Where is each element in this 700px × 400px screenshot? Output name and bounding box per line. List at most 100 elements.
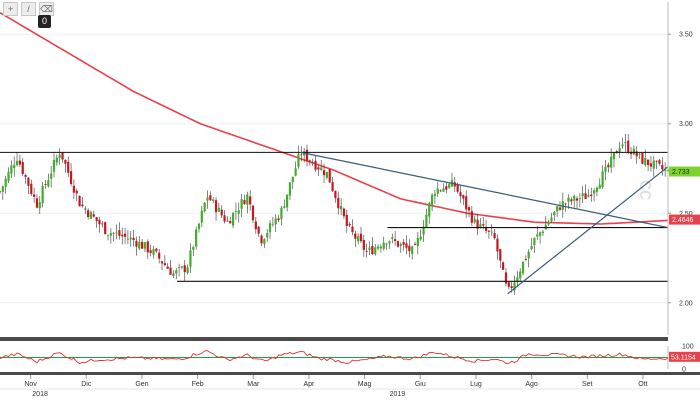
- candle-down: [331, 182, 334, 191]
- candle-up: [411, 246, 414, 254]
- candle-down: [220, 209, 223, 216]
- month-label: Feb: [192, 381, 204, 388]
- candle-down: [496, 238, 499, 252]
- candle-up: [47, 180, 50, 187]
- candle-down: [260, 235, 263, 244]
- candle-up: [192, 247, 195, 250]
- month-label: Ago: [525, 381, 538, 388]
- candle-down: [408, 245, 411, 252]
- candle-up: [311, 163, 314, 165]
- candle-up: [595, 187, 599, 192]
- candle-down: [661, 164, 664, 170]
- candle-down: [229, 220, 232, 224]
- candle-up: [15, 160, 19, 166]
- crosshair-icon[interactable]: +: [3, 2, 18, 16]
- candle-down: [439, 190, 442, 192]
- candle-down: [132, 237, 135, 241]
- candle-down: [75, 190, 78, 194]
- candle-down: [342, 208, 346, 217]
- candle-down: [396, 241, 400, 247]
- oscillator-value-tag-text: 53.1154: [671, 354, 696, 361]
- candle-up: [490, 231, 493, 233]
- last-price-tag: 2.733: [669, 166, 700, 177]
- candle-up: [274, 218, 277, 225]
- candle-up: [664, 169, 667, 171]
- candle-down: [354, 233, 357, 239]
- candle-down: [365, 250, 368, 252]
- candle-up: [644, 157, 647, 166]
- candle-up: [533, 237, 536, 246]
- candle-up: [612, 152, 616, 160]
- candle-down: [277, 218, 280, 221]
- candle-up: [1, 186, 4, 192]
- candle-down: [470, 211, 473, 223]
- candle-up: [197, 223, 201, 230]
- candle-down: [33, 194, 36, 197]
- oscillator-value-tag: 53.1154: [669, 351, 700, 362]
- drawing-count-badge: 0: [38, 15, 51, 28]
- candle-down: [305, 149, 309, 162]
- candle-up: [237, 210, 240, 214]
- candle-down: [166, 266, 169, 269]
- eraser-icon[interactable]: ⌫: [39, 2, 54, 16]
- candle-up: [283, 206, 286, 208]
- pencil-icon[interactable]: /: [21, 2, 36, 16]
- candle-down: [123, 233, 127, 237]
- candle-down: [359, 233, 363, 242]
- candle-up: [567, 197, 570, 202]
- candle-down: [328, 169, 331, 183]
- candle-up: [473, 218, 476, 223]
- oscillator-tick-label: 100: [682, 344, 694, 351]
- candle-down: [584, 193, 587, 200]
- candle-down: [98, 219, 101, 225]
- candle-up: [109, 233, 112, 236]
- month-label: Mag: [358, 381, 372, 388]
- candle-down: [158, 252, 161, 259]
- oscillator-tick-label: 0: [682, 367, 686, 374]
- candle-down: [493, 233, 496, 239]
- candle-down: [445, 186, 448, 190]
- candle-up: [382, 242, 385, 249]
- candle-up: [189, 250, 192, 267]
- candle-up: [516, 277, 519, 283]
- candle-up: [399, 244, 402, 246]
- candle-up: [433, 193, 437, 196]
- candle-up: [541, 231, 545, 234]
- month-label: Dic: [81, 381, 92, 388]
- candle-up: [291, 176, 294, 183]
- candle-up: [592, 190, 596, 194]
- candle-down: [169, 267, 172, 275]
- oscillator-panel: 100 0 53.1154: [0, 337, 700, 375]
- month-label: Apr: [303, 381, 315, 388]
- candle-down: [351, 226, 354, 233]
- candle-down: [27, 177, 30, 186]
- candle-up: [234, 211, 238, 213]
- panel-separator: [0, 372, 700, 375]
- moving-average-line: [0, 12, 669, 225]
- oscillator-value-tag-bg: [669, 351, 700, 362]
- candle-up: [280, 207, 283, 220]
- candle-up: [297, 153, 300, 167]
- candle-up: [152, 249, 155, 255]
- candle-up: [52, 160, 56, 172]
- candle-up: [368, 247, 371, 250]
- candle-down: [101, 223, 104, 225]
- candle-down: [64, 159, 67, 164]
- candle-up: [177, 267, 181, 268]
- year-label: 2019: [390, 391, 406, 398]
- candle-down: [504, 272, 508, 284]
- candle-up: [271, 223, 274, 225]
- candle-down: [465, 196, 468, 210]
- candle-down: [502, 262, 505, 270]
- candle-down: [484, 227, 488, 231]
- candle-down: [243, 200, 246, 205]
- candle-up: [587, 195, 590, 197]
- candle-up: [266, 233, 269, 238]
- candle-up: [50, 173, 53, 179]
- candle-up: [527, 251, 530, 259]
- candle-down: [314, 160, 317, 170]
- candle-down: [575, 198, 579, 201]
- candle-up: [519, 271, 522, 279]
- candle-down: [641, 153, 644, 164]
- candle-up: [652, 160, 655, 169]
